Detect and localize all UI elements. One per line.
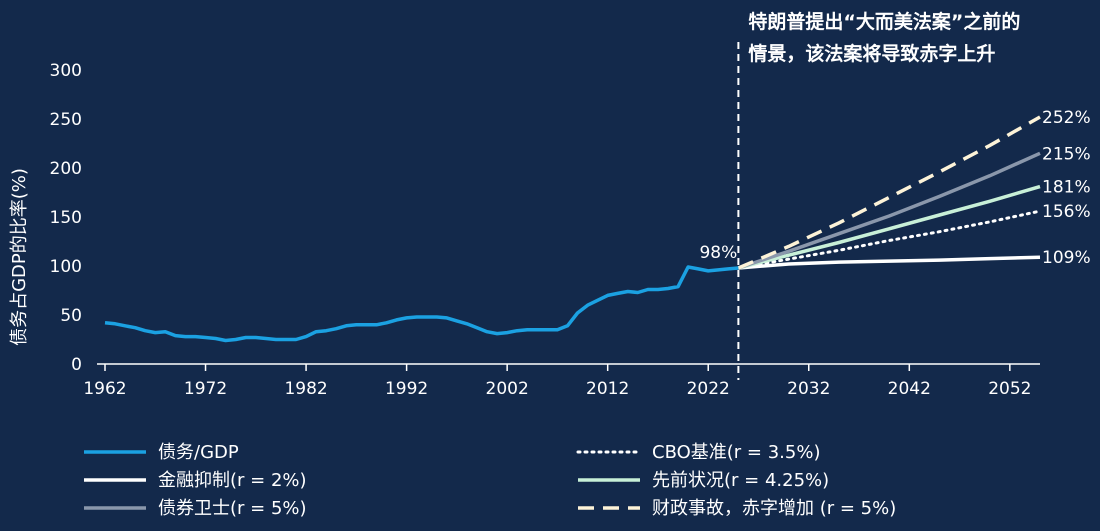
x-tick-label: 2012 — [586, 379, 629, 399]
end-value-label: 156% — [1042, 202, 1091, 222]
end-value-label: 109% — [1042, 248, 1091, 268]
legend-label: 债券卫士(r = 5%) — [158, 498, 307, 519]
series-line-3 — [736, 209, 1042, 270]
x-tick-label: 2022 — [687, 379, 730, 399]
x-tick-label: 2042 — [888, 379, 931, 399]
y-tick-label: 300 — [50, 61, 82, 81]
x-ticks: 1962 1972 1982 1992 2002 2012 2022 2032 2042 2052 — [83, 364, 1031, 399]
x-tick-label: 1992 — [385, 379, 428, 399]
x-tick-label: 2032 — [787, 379, 830, 399]
current-value-label: 98% — [699, 243, 737, 263]
legend-label: CBO基准(r = 3.5%) — [652, 442, 820, 463]
y-tick-label: 150 — [50, 208, 82, 228]
y-tick-label: 100 — [50, 257, 82, 277]
x-tick-label: 1972 — [184, 379, 227, 399]
end-value-label: 181% — [1042, 178, 1091, 198]
series-layer — [104, 115, 1042, 343]
series-line-2 — [737, 151, 1041, 270]
legend-label: 金融抑制(r = 2%) — [158, 470, 307, 491]
series-line-4 — [737, 184, 1041, 270]
x-tick-label: 2052 — [988, 379, 1031, 399]
y-ticks: 0 50 100 150 200 250 300 — [50, 61, 82, 375]
end-labels: 252% 215% 181% 156% 109% — [1042, 108, 1091, 268]
x-tick-label: 2002 — [486, 379, 529, 399]
x-tick-label: 1982 — [284, 379, 327, 399]
y-tick-label: 50 — [60, 306, 82, 326]
series-line-0 — [104, 265, 739, 343]
y-tick-label: 250 — [50, 110, 82, 130]
y-tick-label: 0 — [71, 355, 82, 375]
end-value-label: 252% — [1042, 108, 1091, 128]
legend-label: 财政事故，赤字增加 (r = 5%) — [652, 498, 896, 519]
series-line-5 — [737, 115, 1041, 270]
series-line-1 — [738, 255, 1041, 270]
legend-label: 先前状况(r = 4.25%) — [652, 470, 829, 491]
y-axis-label: 债务占GDP的比率(%) — [9, 168, 30, 346]
x-tick-label: 1962 — [83, 379, 126, 399]
y-tick-label: 200 — [50, 159, 82, 179]
annotation-line-2: 情景，该法案将导致赤字上升 — [748, 42, 995, 65]
legend-label: 债务/GDP — [158, 442, 239, 463]
end-value-label: 215% — [1042, 144, 1091, 164]
legend: 债务/GDP 金融抑制(r = 2%) 债券卫士(r = 5%) CBO基准(r = … — [84, 442, 896, 519]
annotation-line-1: 特朗普提出“大而美法案”之前的 — [748, 10, 1020, 33]
